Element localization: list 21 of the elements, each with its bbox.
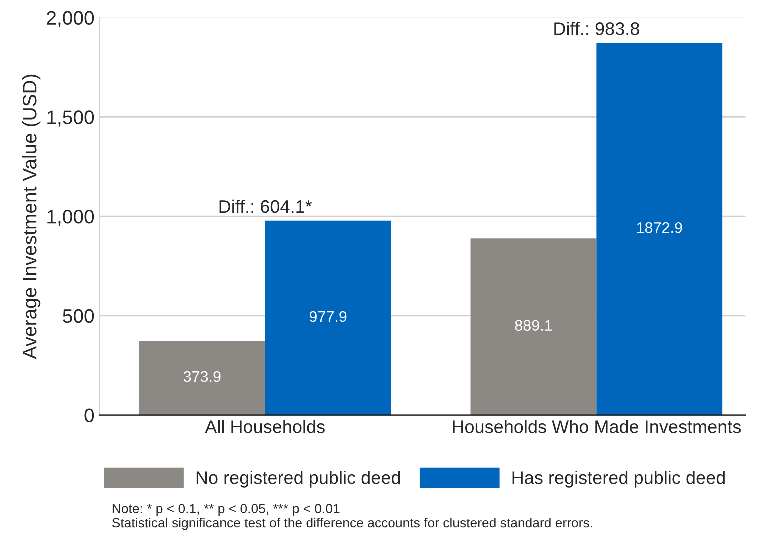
y-tick-label: 0 bbox=[84, 408, 94, 422]
annotation: Diff.: 983.8 bbox=[554, 22, 640, 36]
data-label: 889.1 bbox=[515, 320, 552, 332]
y-axis-title: Average Investment Value (USD) bbox=[22, 74, 41, 360]
bar bbox=[596, 43, 723, 416]
y-tick-label: 1,500 bbox=[48, 110, 94, 127]
x-tick-label: All Households bbox=[205, 420, 325, 434]
text: Note: * p < 0.1, ** p < 0.05, *** p < 0.01 Statistical significance test of the difference accounts for clustered standard errors. bbox=[112, 504, 592, 530]
annotation: Diff.: 604.1* bbox=[220, 200, 312, 214]
data-label: 373.9 bbox=[184, 371, 221, 382]
legend-label: No registered public deed bbox=[196, 471, 400, 488]
legend-label: Has registered public deed bbox=[512, 471, 725, 488]
data-label: 977.9 bbox=[310, 311, 347, 322]
x-tick-label: Households Who Made Investments bbox=[453, 420, 742, 434]
bar bbox=[265, 220, 392, 416]
y-tick-label: 500 bbox=[63, 309, 94, 324]
bar bbox=[470, 238, 597, 416]
bar bbox=[139, 340, 266, 416]
data-label: 1872.9 bbox=[637, 222, 682, 234]
y-tick-label: 2,000 bbox=[47, 11, 94, 28]
y-tick-label: 1,000 bbox=[48, 210, 94, 226]
